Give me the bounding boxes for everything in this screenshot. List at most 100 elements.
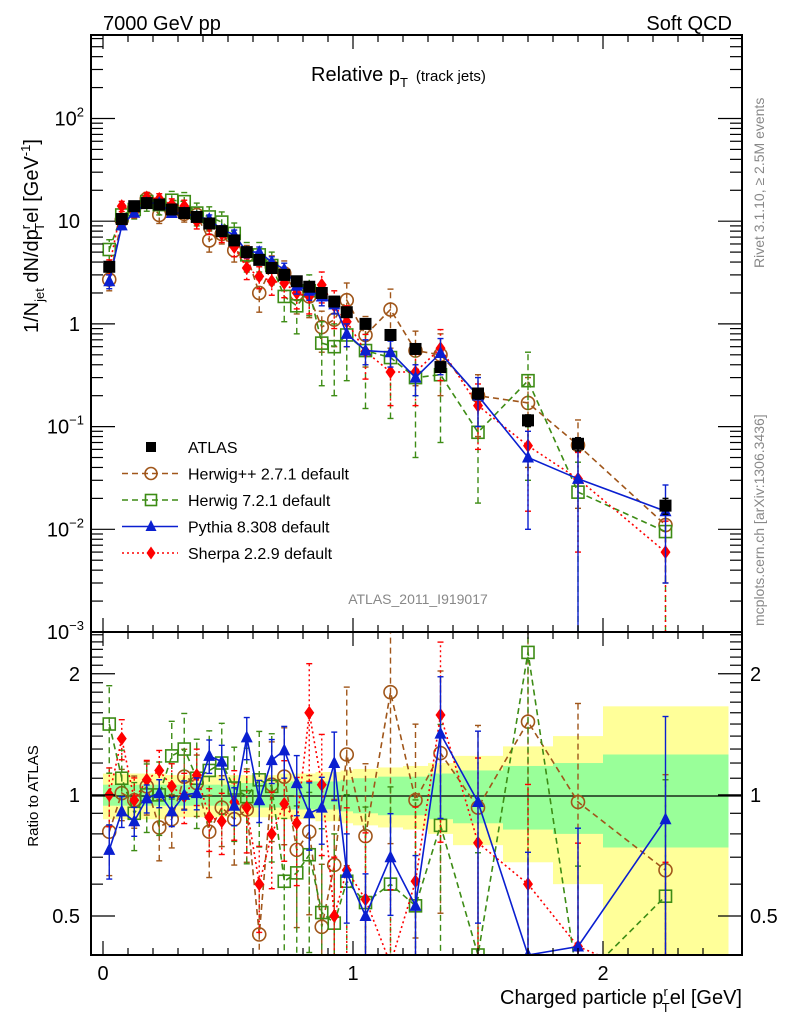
legend-label: Herwig 7.2.1 default xyxy=(188,493,331,510)
ratio-data-point xyxy=(303,806,316,819)
ylabel-part-b-sub: T xyxy=(32,223,47,231)
ratio-plot-marks xyxy=(101,632,673,971)
ratio-data-point xyxy=(290,776,303,789)
plot-title-extra: (track jets) xyxy=(416,68,486,85)
ratio-x-tick-labels: 0 1 2 xyxy=(97,963,608,985)
ratio-data-point xyxy=(383,684,398,700)
data-point xyxy=(103,274,116,287)
ratio-data-point xyxy=(304,705,315,720)
data-point xyxy=(383,302,398,317)
plot-title-sub: T xyxy=(400,75,408,90)
ratio-data-point xyxy=(359,909,372,922)
ratio-frame xyxy=(90,631,743,956)
legend-entry: Herwig 7.2.1 default xyxy=(122,493,331,510)
ratio-data-point xyxy=(278,743,291,756)
series-atlas xyxy=(103,197,672,515)
x-axis-label: Charged particle pr Tel [GeV] xyxy=(500,984,742,1015)
ratio-y-axis-label: Ratio to ATLAS xyxy=(25,745,42,846)
data-point xyxy=(165,203,178,216)
ratio-data-point xyxy=(228,798,241,811)
legend-entry: ATLAS xyxy=(146,440,238,457)
data-point xyxy=(522,414,534,427)
ylabel-part-b: dN/dp xyxy=(21,229,43,288)
legend-marker xyxy=(146,546,156,560)
legend-marker xyxy=(146,442,156,452)
data-point xyxy=(659,499,672,512)
legend-label: Pythia 8.308 default xyxy=(188,520,330,537)
ratio-series-group xyxy=(101,632,673,971)
x-tick-label: 0 xyxy=(97,963,108,985)
ratio-y-tick-label-right: 1 xyxy=(750,785,761,807)
series-herwig-7-2-1-default xyxy=(102,190,673,632)
data-point xyxy=(327,339,342,354)
ratio-data-point xyxy=(314,905,329,920)
ratio-data-point xyxy=(164,749,179,763)
ratio-data-point xyxy=(409,898,422,911)
ratio-data-point xyxy=(203,748,216,761)
ratio-data-point xyxy=(572,939,584,952)
ratio-y-tick-labels: 0.5 0.5 1 1 2 2 xyxy=(52,664,778,928)
main-axis-ticks xyxy=(91,35,742,633)
data-point xyxy=(251,285,267,301)
data-point xyxy=(522,450,534,463)
ylabel-part-c-sup: -1 xyxy=(18,145,33,157)
data-point xyxy=(102,242,117,257)
ratio-data-point xyxy=(129,793,140,808)
ratio-data-point xyxy=(253,793,266,806)
ratio-data-point xyxy=(315,800,328,813)
ratio-data-point xyxy=(472,795,484,808)
data-point xyxy=(265,262,278,275)
data-point xyxy=(240,246,253,259)
ratio-data-point xyxy=(266,826,277,841)
data-point xyxy=(359,343,372,356)
ratio-data-point xyxy=(265,753,278,766)
ratio-data-point xyxy=(190,786,203,799)
ratio-data-point xyxy=(386,957,396,971)
data-point xyxy=(241,261,252,276)
data-point xyxy=(203,217,216,230)
data-point xyxy=(472,387,484,400)
series-sherpa-2-2-9-default xyxy=(104,190,671,632)
data-point xyxy=(128,200,141,213)
legend-marker xyxy=(145,520,157,531)
legend-label: Sherpa 2.2.9 default xyxy=(188,546,333,563)
data-point xyxy=(409,370,422,383)
plot-title-main: Relative p xyxy=(311,64,400,86)
x-tick-label: 2 xyxy=(597,963,608,985)
xlabel-part-a-sub: T xyxy=(662,1000,670,1015)
mcplots-label: mcplots.cern.ch [arXiv:1306.3436] xyxy=(751,414,767,626)
ratio-data-point xyxy=(329,909,340,924)
series-line xyxy=(108,202,666,512)
data-point xyxy=(315,286,328,299)
process-label: Soft QCD xyxy=(646,13,732,35)
ratio-data-point xyxy=(141,772,152,787)
data-point xyxy=(178,207,191,220)
rivet-version-label: Rivet 3.1.10, ≥ 2.5M events xyxy=(751,98,767,268)
ratio-data-point xyxy=(570,794,586,810)
ratio-data-point xyxy=(204,810,215,825)
data-point xyxy=(266,274,277,289)
ratio-data-point xyxy=(178,787,191,800)
data-point xyxy=(278,268,291,281)
ratio-panel: 0.5 0.5 1 1 2 2 0 1 2 Ratio to ATLAS Charged pa… xyxy=(25,631,778,1015)
y-tick-label: 10−2 xyxy=(47,515,84,541)
ratio-data-point xyxy=(659,812,672,825)
ylabel-part-a-sub: jet xyxy=(32,288,47,303)
ratio-data-point xyxy=(166,779,177,794)
ratio-data-point xyxy=(241,800,252,815)
data-point xyxy=(521,373,535,388)
legend-label: Herwig++ 2.7.1 default xyxy=(188,467,350,484)
legend-entry: Herwig++ 2.7.1 default xyxy=(122,467,350,484)
ratio-data-point xyxy=(153,786,166,799)
legend-marker xyxy=(144,466,158,481)
data-point xyxy=(434,361,447,374)
data-point xyxy=(140,197,153,210)
analysis-id-label: ATLAS_2011_I919017 xyxy=(348,591,488,607)
data-point xyxy=(254,269,265,284)
beam-energy-label: 7000 GeV pp xyxy=(103,13,221,35)
main-plot-marks xyxy=(101,190,673,632)
ratio-data-point xyxy=(140,791,153,804)
data-point xyxy=(384,328,397,341)
ratio-data-point xyxy=(340,865,353,878)
data-point xyxy=(103,260,116,273)
